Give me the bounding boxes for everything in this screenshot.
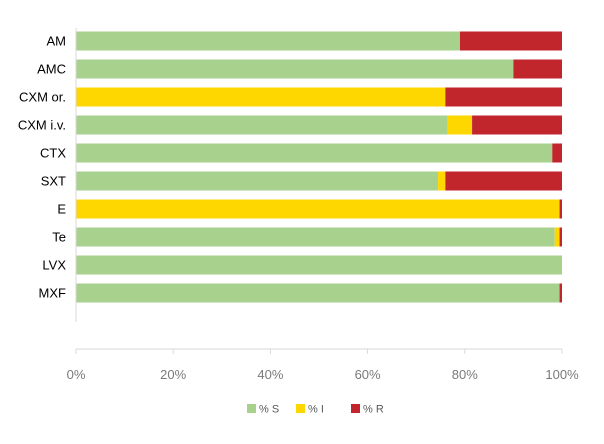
category-label-mxf: MXF bbox=[39, 286, 67, 301]
bar-am-s bbox=[76, 31, 460, 51]
x-tick-label-0: 0% bbox=[67, 367, 86, 382]
x-tick-label-2: 40% bbox=[257, 367, 283, 382]
bar-sxt-i bbox=[438, 171, 446, 191]
bar-cxm-or-r bbox=[445, 87, 562, 107]
legend-swatch-i bbox=[296, 404, 305, 413]
bar-cxm-i-v-r bbox=[472, 115, 562, 135]
bars-layer bbox=[76, 31, 562, 303]
bar-te-s bbox=[76, 227, 555, 247]
bar-cxm-or-i bbox=[76, 87, 446, 107]
bar-mxf-s bbox=[76, 283, 560, 303]
category-label-am: AM bbox=[47, 34, 67, 49]
category-labels: AM AMC CXM or. CXM i.v. CTX SXT E Te LVX MXF bbox=[18, 34, 66, 301]
category-label-cxm-or: CXM or. bbox=[19, 90, 66, 105]
legend-swatch-s bbox=[247, 404, 256, 413]
bar-cxm-i-v-i bbox=[447, 115, 473, 135]
bar-sxt-r bbox=[445, 171, 562, 191]
bar-cxm-i-v-s bbox=[76, 115, 448, 135]
category-label-sxt: SXT bbox=[41, 174, 66, 189]
x-tick-label-3: 60% bbox=[355, 367, 381, 382]
bar-am-r bbox=[459, 31, 562, 51]
x-tick-label-4: 80% bbox=[452, 367, 478, 382]
legend-label-r: % R bbox=[363, 404, 384, 416]
bar-sxt-s bbox=[76, 171, 439, 191]
category-label-te: Te bbox=[52, 230, 66, 245]
legend-label-s: % S bbox=[259, 404, 279, 416]
bar-amc-s bbox=[76, 59, 514, 79]
category-label-amc: AMC bbox=[37, 62, 66, 77]
bar-amc-r bbox=[513, 59, 562, 79]
bar-lvx-s bbox=[76, 255, 562, 275]
bar-ctx-r bbox=[552, 143, 562, 163]
legend-label-i: % I bbox=[308, 404, 324, 416]
x-tick-label-5: 100% bbox=[545, 367, 579, 382]
x-tick-label-1: 20% bbox=[160, 367, 186, 382]
category-label-ctx: CTX bbox=[40, 146, 66, 161]
bar-e-i bbox=[76, 199, 560, 219]
bar-ctx-s bbox=[76, 143, 553, 163]
category-label-e: E bbox=[57, 202, 66, 217]
bar-mxf-r bbox=[559, 283, 562, 303]
bar-e-r bbox=[559, 199, 562, 219]
bar-te-r bbox=[559, 227, 562, 247]
bar-te-i bbox=[554, 227, 560, 247]
category-label-lvx: LVX bbox=[42, 258, 66, 273]
category-label-cxm-i-v: CXM i.v. bbox=[18, 118, 66, 133]
value-axis-ticks: 0% 20% 40% 60% 80% 100% bbox=[67, 349, 579, 382]
legend-swatch-r bbox=[351, 404, 360, 413]
legend: % S % I % R bbox=[247, 404, 384, 416]
